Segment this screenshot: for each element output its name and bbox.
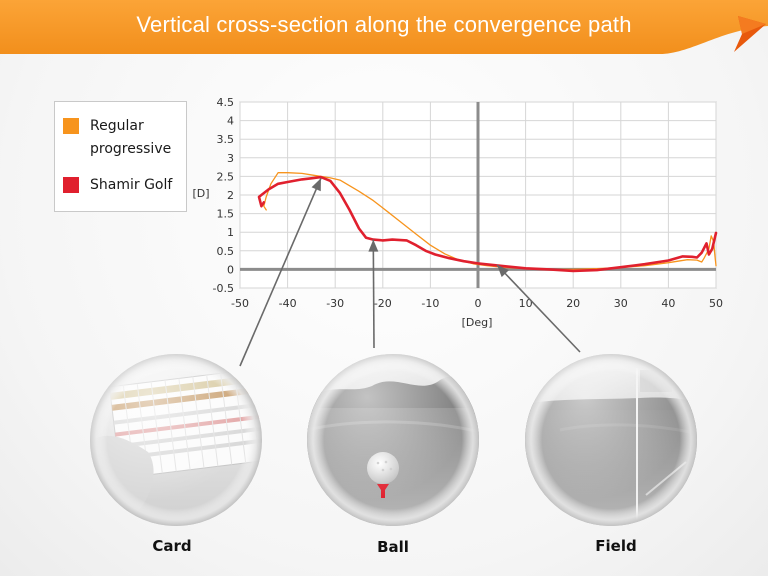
series-line-shamir-golf bbox=[257, 175, 718, 273]
x-tick-label: 40 bbox=[661, 297, 675, 310]
y-tick-label: 0 bbox=[227, 263, 234, 276]
legend-item-regular: Regular progressive bbox=[63, 115, 171, 161]
legend-swatch-red bbox=[63, 177, 79, 193]
legend-label-regular-line2: progressive bbox=[90, 141, 172, 157]
arrowhead-icon bbox=[497, 264, 509, 278]
x-tick-label: 50 bbox=[709, 297, 723, 310]
x-tick-label: -10 bbox=[421, 297, 439, 310]
x-tick-label: 30 bbox=[614, 297, 628, 310]
axes bbox=[240, 102, 716, 288]
pointer-arrow-field bbox=[496, 264, 581, 353]
pointer-arrows bbox=[239, 177, 581, 367]
arrowhead-icon bbox=[368, 239, 379, 252]
lens-field bbox=[525, 354, 697, 526]
lens-card bbox=[90, 354, 262, 526]
y-tick-label: 4 bbox=[227, 115, 234, 128]
x-axis-label: [Deg] bbox=[462, 316, 493, 329]
x-tick-label: 20 bbox=[566, 297, 580, 310]
legend-item-shamir-golf: Shamir Golf bbox=[63, 174, 172, 197]
header-banner bbox=[0, 0, 768, 54]
legend-swatch-orange bbox=[63, 118, 79, 134]
x-tick-label: 10 bbox=[519, 297, 533, 310]
y-axis-label: [D] bbox=[192, 187, 209, 200]
y-tick-label: 3.5 bbox=[217, 133, 235, 146]
y-tick-label: 0.5 bbox=[217, 245, 235, 258]
arrowhead-icon bbox=[311, 178, 321, 192]
x-tick-label: -40 bbox=[279, 297, 297, 310]
x-tick-label: -30 bbox=[326, 297, 344, 310]
lens-ball bbox=[307, 354, 479, 526]
y-tick-label: 1.5 bbox=[217, 208, 235, 221]
y-tick-label: 2.5 bbox=[217, 170, 235, 183]
lens-label-ball: Ball bbox=[377, 538, 409, 556]
y-tick-label: 2 bbox=[227, 189, 234, 202]
y-tick-label: -0.5 bbox=[213, 282, 234, 295]
series-group bbox=[257, 172, 718, 273]
chart-legend: Regular progressive Shamir Golf bbox=[54, 101, 187, 212]
tick-labels: -50 -40 -30 -20 -10 0 10 20 30 40 50 -0.5 0 0.5 1 1.5 2 2… bbox=[213, 96, 723, 310]
y-tick-label: 3 bbox=[227, 152, 234, 165]
pointer-arrow-ball bbox=[372, 239, 375, 349]
lens-label-field: Field bbox=[595, 537, 637, 555]
legend-label-regular-line1: Regular bbox=[90, 118, 144, 134]
x-tick-label: 0 bbox=[475, 297, 482, 310]
x-tick-label: -50 bbox=[231, 297, 249, 310]
y-tick-label: 4.5 bbox=[217, 96, 235, 109]
pointer-arrow-card bbox=[239, 177, 322, 367]
y-tick-label: 1 bbox=[227, 226, 234, 239]
legend-label-shamir-golf: Shamir Golf bbox=[90, 177, 173, 193]
page-title: Vertical cross-section along the converg… bbox=[136, 12, 632, 37]
x-tick-label: -20 bbox=[374, 297, 392, 310]
lens-label-card: Card bbox=[152, 537, 192, 555]
